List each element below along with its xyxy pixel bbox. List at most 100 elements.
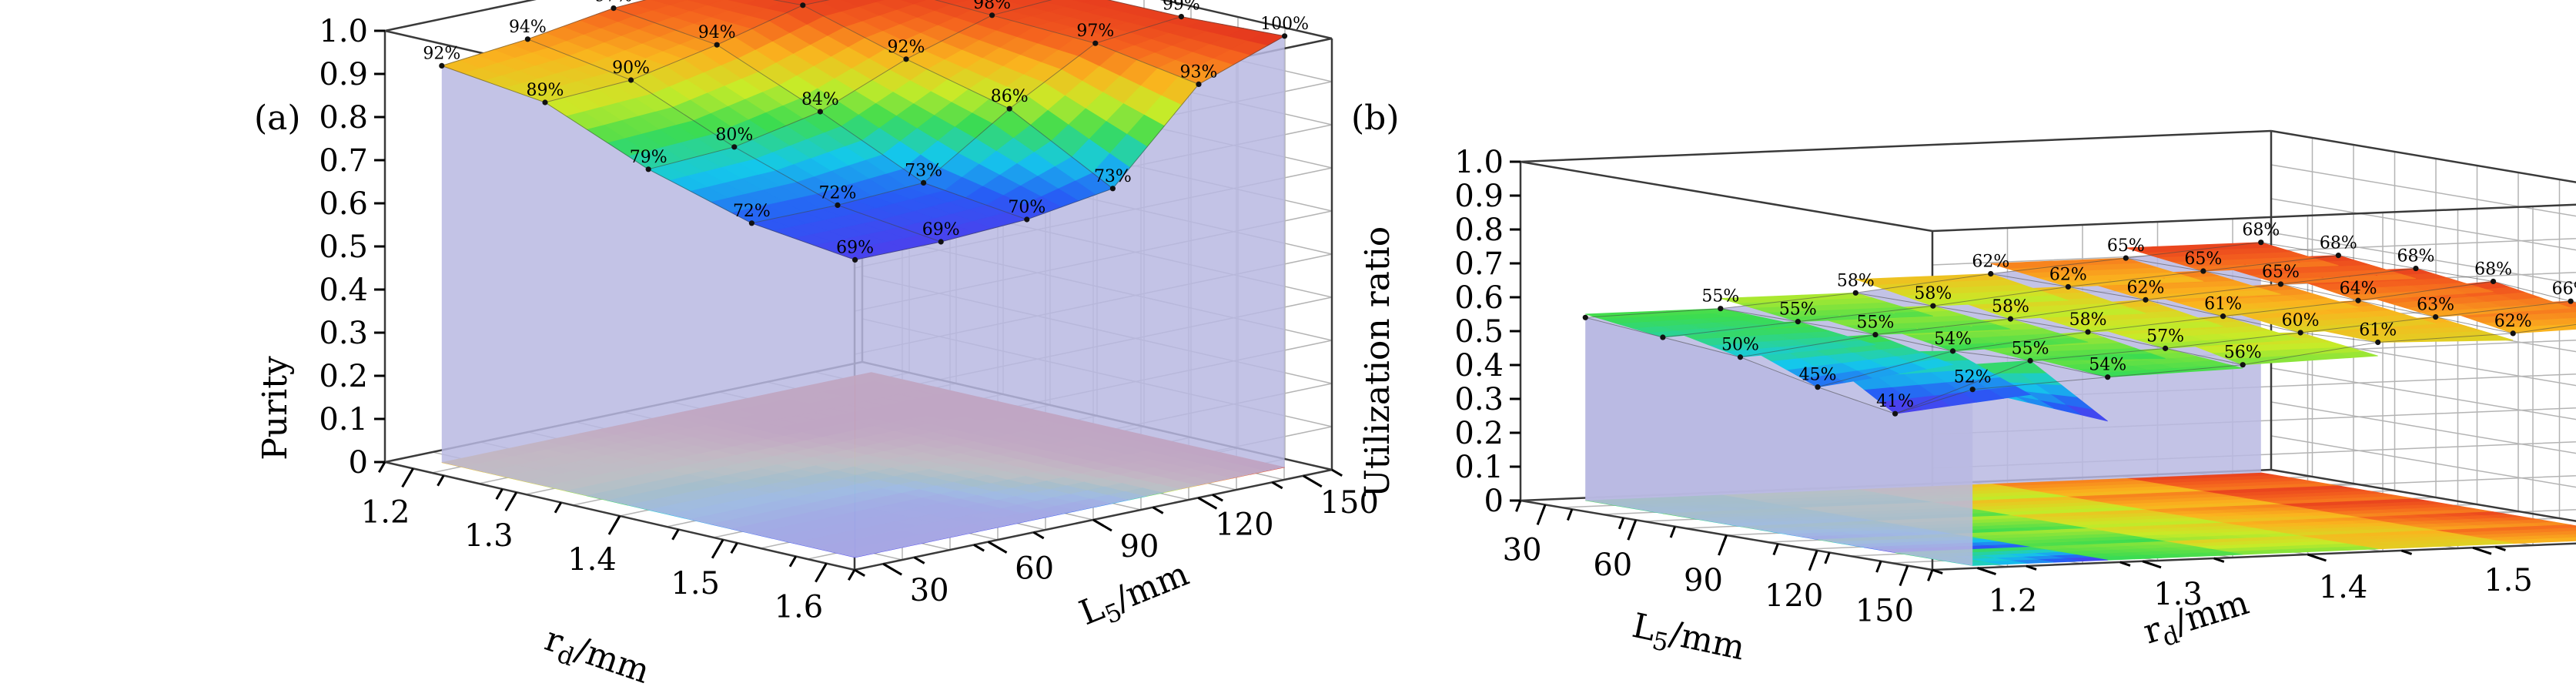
axes-edge [2270, 129, 2576, 183]
panel-b-label: (b) [1351, 99, 1400, 138]
z-tick-label: 0.4 [319, 273, 368, 308]
data-point [2200, 268, 2206, 274]
data-point [1024, 216, 1030, 223]
data-label: 58% [1992, 297, 2029, 317]
mesh-line [1895, 300, 2571, 414]
data-label: 98% [973, 0, 1011, 13]
axes-edge [1520, 129, 2272, 163]
x-minor-tick [671, 528, 680, 541]
data-label: 70% [1008, 198, 1045, 217]
data-point [852, 256, 858, 263]
data-point [1737, 354, 1744, 360]
mesh-line [1107, 0, 1285, 37]
panel-a-label: (a) [254, 99, 301, 138]
data-point [817, 109, 823, 115]
z-tick-label: 0.9 [1454, 179, 1504, 214]
data-point [1815, 384, 1821, 390]
data-label: 94% [698, 23, 736, 42]
panel-a-z-axis-title: Purity [256, 356, 295, 461]
mesh-line [544, 0, 830, 103]
z-tick-label: 0.3 [319, 316, 368, 351]
y-tick [1977, 567, 1996, 576]
data-point [2335, 253, 2341, 259]
y-tick-label: 120 [1215, 507, 1273, 542]
data-point [2065, 283, 2071, 290]
data-point [2375, 339, 2381, 346]
y-tick-label: 1.3 [2153, 577, 2203, 612]
data-point [2297, 330, 2303, 336]
data-label: 97% [1076, 22, 1114, 41]
z-tick-label: 0.8 [1454, 213, 1504, 248]
x-minor-tick [613, 515, 621, 527]
x-minor-tick [788, 555, 798, 568]
panel-a-data-points: 92%94%97%98%98%98%89%90%94%99%99%99%79%8… [423, 0, 1309, 263]
axes-edge [1159, 0, 1333, 40]
data-point [2355, 297, 2361, 303]
data-point [1795, 319, 1801, 325]
y-minor-tick [2119, 561, 2131, 567]
data-label: 56% [2224, 343, 2262, 363]
curtain-wall [1585, 317, 1973, 566]
y-tick-label: 1.2 [1989, 584, 2038, 619]
panel-a-surface [440, 0, 1286, 260]
data-label: 58% [1837, 271, 1875, 290]
data-point [903, 56, 909, 62]
z-tick-label: 0.9 [319, 57, 368, 92]
x-minor-tick [1618, 517, 1625, 530]
y-minor-tick [1152, 506, 1164, 514]
x-tick [1808, 550, 1818, 571]
axes-edge [384, 0, 537, 32]
x-tick-label: 1.2 [361, 494, 410, 530]
z-tick-label: 1.0 [1454, 145, 1504, 180]
data-label: 55% [2012, 339, 2049, 358]
y-tick-label: 30 [910, 573, 949, 608]
panel-a-y-axis-title: L5/mm [1074, 554, 1196, 638]
panel-b-ticks: 00.10.20.30.40.50.60.70.80.91.0 30 60 90 120… [1454, 145, 2533, 629]
data-point [2258, 239, 2264, 246]
data-point [2240, 362, 2246, 368]
x-tick-label: 120 [1765, 578, 1823, 614]
z-tick-label: 1.0 [319, 14, 368, 49]
data-point [542, 99, 548, 106]
surface-cell [1855, 277, 1899, 286]
surface-cell [868, 0, 885, 3]
data-point [1196, 81, 1202, 87]
z-tick-label: 0.5 [1454, 314, 1504, 350]
data-point [628, 77, 634, 83]
mesh-line [2126, 257, 2514, 334]
surface-cell [2126, 246, 2169, 253]
data-point [1930, 303, 1936, 309]
data-label: 60% [2282, 311, 2320, 330]
z-tick-label: 0.3 [1454, 382, 1504, 417]
data-point [2413, 265, 2419, 272]
panel-a-x-axis-title: rd/mm [538, 619, 654, 690]
data-label: 65% [2107, 236, 2145, 256]
y-minor-tick [913, 556, 925, 564]
data-point [835, 202, 841, 208]
mesh-line [1720, 308, 2108, 378]
data-label: 45% [1799, 366, 1837, 385]
panel-b-x-axis-title: L5/mm [1628, 606, 1748, 673]
data-label: 72% [733, 202, 771, 221]
z-tick-label: 0.8 [319, 100, 368, 136]
mesh-line [648, 0, 1052, 170]
data-point [1892, 410, 1899, 417]
y-tick-label: 1.5 [2484, 563, 2533, 598]
data-label: 52% [1954, 368, 1992, 387]
x-tick-label: 1.4 [567, 542, 617, 578]
y-minor-tick [973, 544, 985, 552]
data-label: 86% [991, 87, 1029, 106]
data-point [714, 42, 720, 48]
y-tick [882, 562, 902, 576]
x-tick [1627, 519, 1638, 541]
z-tick-label: 0.2 [319, 359, 368, 394]
x-tick-label: 30 [1503, 532, 1542, 568]
data-label: 62% [2049, 265, 2087, 284]
y-minor-tick [2213, 557, 2225, 563]
y-tick-label: 1.4 [2319, 570, 2368, 605]
data-label: 73% [1094, 167, 1132, 186]
y-minor-tick [2494, 545, 2506, 551]
z-tick-label: 0.7 [319, 143, 368, 179]
data-label: 66% [2552, 280, 2576, 299]
